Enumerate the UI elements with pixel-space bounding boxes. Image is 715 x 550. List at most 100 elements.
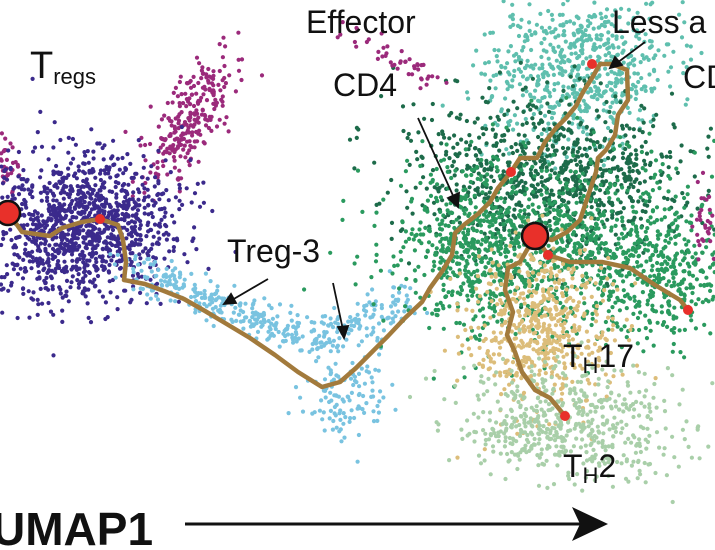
- cell-point: [610, 43, 615, 48]
- cell-point: [157, 236, 162, 241]
- cell-point: [102, 204, 107, 209]
- cell-point: [486, 167, 491, 172]
- cell-point: [102, 264, 107, 269]
- cell-point: [375, 418, 380, 423]
- cell-point: [217, 42, 222, 47]
- cell-point: [509, 236, 514, 241]
- cell-point: [542, 70, 547, 75]
- cell-point: [416, 130, 421, 135]
- cell-point: [144, 234, 149, 239]
- cell-point: [143, 246, 148, 251]
- cell-point: [614, 269, 619, 274]
- cell-point: [57, 179, 62, 184]
- cell-point: [112, 262, 117, 267]
- cell-point: [616, 241, 621, 246]
- cell-point: [567, 214, 572, 219]
- cell-point: [516, 235, 521, 240]
- cell-point: [510, 17, 515, 22]
- cell-point: [452, 173, 457, 178]
- cell-point: [140, 249, 146, 254]
- cell-point: [78, 224, 83, 229]
- cell-point: [532, 95, 537, 100]
- cell-point: [540, 162, 546, 168]
- cell-point: [40, 301, 45, 306]
- cell-point: [146, 212, 151, 217]
- cell-point: [153, 175, 158, 180]
- cell-point: [136, 262, 141, 267]
- cell-point: [432, 212, 437, 217]
- cell-point: [603, 120, 608, 125]
- cell-point: [635, 230, 640, 235]
- cell-point: [332, 411, 337, 416]
- cell-point: [669, 91, 675, 96]
- cell-point: [689, 318, 694, 323]
- cell-point: [662, 269, 667, 274]
- cell-point: [132, 220, 138, 225]
- cell-point: [466, 254, 472, 259]
- cell-point: [490, 94, 495, 99]
- cell-point: [510, 2, 515, 7]
- cell-point: [137, 190, 142, 195]
- cell-point: [503, 247, 508, 252]
- cell-point: [692, 150, 697, 155]
- cell-point: [43, 281, 48, 286]
- cell-point: [572, 44, 578, 49]
- cell-point: [551, 152, 556, 157]
- cell-point: [467, 211, 472, 216]
- cell-point: [133, 224, 138, 229]
- cell-point: [435, 182, 440, 187]
- cell-point: [467, 143, 473, 148]
- cell-point: [200, 108, 205, 113]
- cell-point: [222, 63, 227, 69]
- cell-point: [494, 165, 499, 170]
- cell-point: [374, 252, 379, 257]
- cell-point: [430, 243, 435, 248]
- cell-point: [484, 126, 489, 132]
- cell-point: [1, 229, 6, 235]
- cell-point: [673, 234, 678, 239]
- cell-point: [6, 148, 11, 153]
- cell-point: [672, 280, 677, 285]
- cell-point: [1, 236, 6, 241]
- cell-point: [428, 172, 433, 177]
- cell-point: [550, 202, 555, 207]
- cell-point: [690, 273, 696, 278]
- cell-point: [498, 292, 503, 297]
- cell-point: [333, 361, 338, 366]
- cell-point: [334, 373, 339, 378]
- cell-point: [62, 209, 67, 214]
- cell-point: [685, 184, 691, 189]
- cell-point: [149, 246, 154, 251]
- cell-point: [296, 336, 301, 341]
- cell-point: [595, 246, 601, 251]
- cell-point: [577, 146, 582, 151]
- cell-point: [549, 115, 555, 121]
- cell-point: [698, 283, 703, 288]
- cell-point: [441, 213, 446, 218]
- cell-point: [689, 228, 694, 233]
- cell-point: [633, 304, 638, 309]
- cell-point: [390, 310, 395, 315]
- cell-point: [686, 239, 691, 244]
- cell-point: [576, 30, 581, 35]
- cell-point: [161, 151, 166, 156]
- cell-point: [613, 80, 618, 85]
- cell-point: [606, 30, 611, 35]
- cell-point: [369, 394, 374, 399]
- cell-point: [319, 344, 324, 349]
- cell-point: [666, 228, 672, 233]
- cell-point: [562, 265, 567, 270]
- cell-point: [600, 293, 605, 298]
- cell-point: [391, 285, 397, 290]
- cell-point: [464, 118, 469, 124]
- cell-point: [195, 139, 200, 144]
- cell-point: [619, 77, 624, 82]
- cell-point: [644, 151, 650, 156]
- cell-point: [581, 59, 586, 65]
- cell-point: [591, 26, 596, 31]
- cell-point: [84, 223, 89, 229]
- cell-point: [163, 158, 168, 163]
- cell-point: [353, 282, 358, 287]
- cell-point: [624, 234, 629, 239]
- cell-point: [675, 224, 680, 229]
